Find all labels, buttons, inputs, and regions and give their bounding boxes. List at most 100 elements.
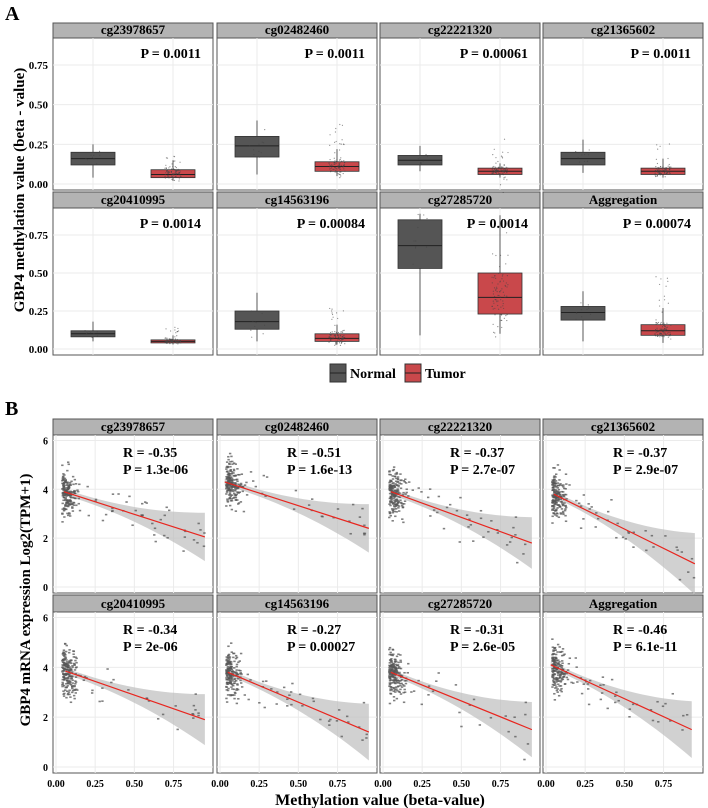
data-point bbox=[394, 473, 397, 475]
data-point bbox=[174, 169, 176, 172]
data-point bbox=[251, 336, 253, 338]
y-tick-label: 0.75 bbox=[29, 60, 49, 72]
data-point bbox=[652, 546, 655, 548]
data-point bbox=[563, 653, 566, 656]
data-point bbox=[334, 344, 336, 346]
data-point bbox=[401, 494, 405, 496]
p-value: P = 2.7e-07 bbox=[450, 463, 515, 478]
data-point bbox=[227, 477, 230, 479]
data-point bbox=[659, 333, 661, 335]
data-point bbox=[229, 488, 232, 491]
data-point bbox=[64, 664, 67, 667]
data-point bbox=[167, 172, 169, 174]
data-point bbox=[398, 667, 401, 670]
data-point bbox=[332, 337, 334, 339]
data-point bbox=[554, 500, 557, 503]
data-point bbox=[74, 692, 77, 694]
data-point bbox=[394, 498, 398, 501]
data-point bbox=[227, 673, 231, 675]
data-point bbox=[333, 335, 335, 337]
data-point bbox=[171, 178, 173, 181]
data-point bbox=[235, 689, 238, 691]
data-point bbox=[67, 662, 70, 665]
data-point bbox=[71, 491, 74, 493]
data-point bbox=[289, 691, 293, 693]
data-point bbox=[226, 665, 230, 668]
data-point bbox=[568, 657, 572, 660]
data-point bbox=[328, 341, 330, 343]
data-point bbox=[197, 714, 200, 717]
data-point bbox=[558, 646, 561, 648]
data-point bbox=[235, 687, 239, 690]
data-point bbox=[225, 678, 228, 681]
data-point bbox=[239, 482, 243, 485]
data-point bbox=[665, 167, 667, 169]
data-point bbox=[492, 154, 494, 156]
data-point bbox=[557, 680, 560, 682]
data-point bbox=[339, 164, 341, 167]
data-point bbox=[227, 487, 231, 490]
data-point bbox=[252, 320, 254, 322]
data-point bbox=[69, 484, 72, 486]
data-point bbox=[263, 706, 266, 709]
data-point bbox=[391, 478, 395, 480]
data-point bbox=[669, 172, 671, 174]
data-point bbox=[645, 549, 648, 552]
data-point bbox=[145, 502, 148, 504]
data-point bbox=[624, 538, 627, 540]
data-point bbox=[71, 506, 74, 508]
data-point bbox=[63, 655, 66, 657]
data-point bbox=[526, 743, 530, 745]
data-point bbox=[668, 334, 670, 336]
data-point bbox=[392, 505, 396, 507]
data-point bbox=[561, 673, 564, 676]
data-point bbox=[337, 709, 341, 711]
data-point bbox=[580, 309, 583, 311]
data-point bbox=[175, 341, 177, 343]
data-point bbox=[228, 494, 231, 496]
data-point bbox=[329, 337, 331, 339]
data-point bbox=[341, 160, 343, 162]
data-point bbox=[226, 489, 229, 492]
data-point bbox=[68, 679, 71, 682]
data-point bbox=[655, 158, 657, 160]
data-point bbox=[394, 686, 398, 688]
data-point bbox=[388, 511, 391, 513]
data-point bbox=[560, 654, 564, 657]
data-point bbox=[337, 317, 339, 320]
data-point bbox=[437, 495, 441, 498]
data-point bbox=[557, 484, 560, 487]
data-point bbox=[391, 674, 394, 676]
data-point bbox=[448, 503, 452, 506]
data-point bbox=[225, 659, 228, 662]
data-point bbox=[341, 331, 344, 333]
data-point bbox=[338, 149, 341, 151]
data-point bbox=[499, 266, 501, 268]
data-point bbox=[391, 482, 394, 485]
data-point bbox=[165, 506, 168, 509]
data-point bbox=[227, 455, 230, 458]
data-point bbox=[62, 651, 65, 653]
data-point bbox=[176, 340, 178, 342]
data-point bbox=[565, 506, 568, 509]
data-point bbox=[226, 660, 230, 662]
data-point bbox=[329, 134, 331, 136]
data-point bbox=[552, 677, 556, 680]
data-point bbox=[395, 680, 398, 683]
data-point bbox=[232, 472, 235, 474]
data-point bbox=[657, 321, 660, 324]
data-point bbox=[76, 489, 79, 492]
data-point bbox=[670, 338, 672, 340]
data-point bbox=[261, 312, 263, 315]
data-point bbox=[503, 168, 506, 170]
y-axis-label-b: GBP4 mRNA expression Log2(TPM+1) bbox=[18, 474, 34, 727]
data-point bbox=[657, 333, 659, 336]
data-point bbox=[655, 322, 658, 324]
data-point bbox=[339, 173, 341, 176]
data-point bbox=[632, 546, 635, 548]
data-point bbox=[288, 694, 291, 696]
data-point bbox=[230, 508, 234, 511]
